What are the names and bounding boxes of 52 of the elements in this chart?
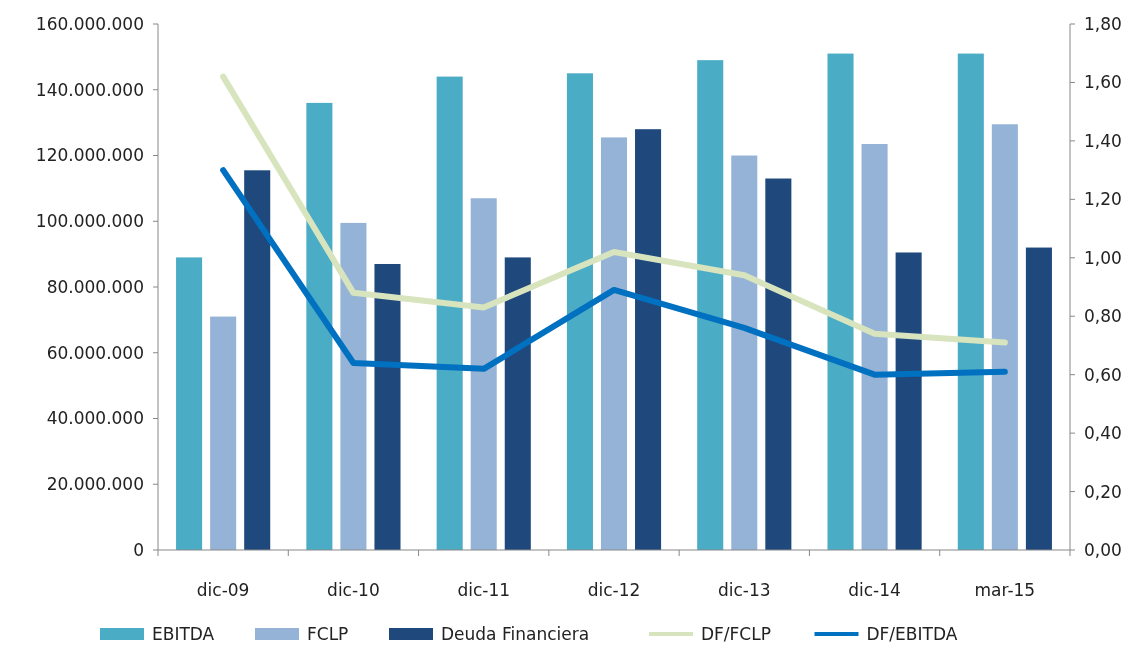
y-tick-label: 80.000.000: [46, 276, 144, 297]
bar: [697, 60, 724, 550]
bar: [765, 178, 792, 550]
x-tick-label: dic-12: [587, 580, 641, 600]
bar: [340, 222, 367, 550]
bar: [957, 53, 984, 550]
x-tick-label: dic-13: [717, 580, 771, 600]
bar: [827, 53, 854, 550]
bar: [566, 73, 593, 550]
bar: [176, 257, 203, 550]
bar: [504, 257, 531, 550]
y2-tick-label: 1,20: [1084, 189, 1122, 210]
bar: [895, 252, 922, 550]
bar: [374, 263, 401, 550]
y2-tick-label: 1,80: [1084, 13, 1122, 34]
y-tick-label: 100.000.000: [35, 211, 144, 232]
legend-label: DF/EBITDA: [866, 624, 958, 644]
y2-tick-label: 1,00: [1084, 247, 1122, 268]
legend-label: EBITDA: [152, 624, 215, 644]
y-tick-label: 60.000.000: [46, 342, 144, 363]
x-tick-label: dic-10: [327, 580, 380, 600]
bar: [436, 76, 463, 550]
bar: [600, 137, 628, 550]
bar: [731, 155, 758, 550]
y-tick-label: 140.000.000: [35, 79, 144, 100]
y-tick-label: 120.000.000: [35, 145, 144, 166]
bar: [991, 124, 1018, 550]
y2-tick-label: 1,40: [1084, 130, 1122, 151]
y2-tick-label: 0,80: [1084, 306, 1122, 327]
y2-tick-label: 1,60: [1084, 72, 1122, 93]
bar: [470, 198, 497, 550]
bar: [1025, 247, 1052, 550]
bar: [210, 316, 237, 550]
bar: [306, 102, 333, 550]
legend-label: DF/FCLP: [701, 624, 771, 644]
y-tick-label: 0: [133, 539, 144, 560]
y-tick-label: 160.000.000: [35, 13, 144, 34]
legend-label: Deuda Financiera: [441, 624, 590, 644]
y2-tick-label: 0,00: [1084, 539, 1122, 560]
legend-label: FCLP: [307, 624, 349, 644]
x-tick-label: dic-14: [848, 580, 901, 600]
bar: [244, 170, 271, 550]
x-tick-label: mar-15: [974, 580, 1036, 600]
y-tick-label: 40.000.000: [46, 408, 144, 429]
y-tick-label: 20.000.000: [46, 474, 144, 495]
bar: [635, 129, 662, 550]
x-tick-label: dic-09: [196, 580, 250, 600]
y2-tick-label: 0,60: [1084, 364, 1122, 385]
y2-tick-label: 0,40: [1084, 423, 1122, 444]
y2-tick-label: 0,20: [1084, 481, 1122, 502]
x-tick-label: dic-11: [457, 580, 511, 600]
bar: [861, 143, 888, 550]
